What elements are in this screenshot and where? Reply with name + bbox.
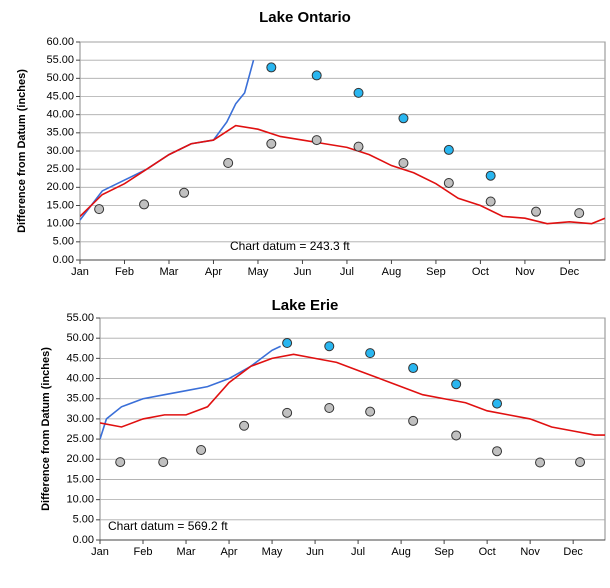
y-axis-label: Difference from Datum (inches)	[16, 69, 28, 233]
x-tick-label: Aug	[391, 546, 411, 558]
y-tick-label: 45.00	[46, 90, 74, 102]
y-tick-label: 45.00	[66, 352, 94, 364]
y-tick-label: 55.00	[46, 54, 74, 66]
x-tick-label: Aug	[382, 266, 402, 278]
x-tick-label: Dec	[560, 266, 580, 278]
data-point	[324, 341, 335, 352]
data-point	[266, 62, 277, 73]
data-point	[365, 348, 376, 359]
data-point	[398, 113, 409, 124]
data-point	[196, 444, 207, 455]
y-tick-label: 50.00	[66, 332, 94, 344]
data-point	[282, 407, 293, 418]
chart: Lake Erie Difference from Datum (inches) 0…	[40, 297, 606, 558]
x-tick-label: May	[262, 546, 283, 558]
annotation: Chart datum = 243.3 ft	[230, 239, 350, 253]
x-tick-label: Jun	[294, 266, 312, 278]
chart-title: Lake Erie	[272, 297, 339, 314]
y-tick-label: 10.00	[66, 494, 94, 506]
x-tick-label: Dec	[563, 546, 583, 558]
data-point	[531, 206, 542, 217]
x-tick-label: Nov	[515, 266, 535, 278]
y-tick-label: 35.00	[66, 393, 94, 405]
x-tick-label: Jul	[340, 266, 354, 278]
y-tick-label: 40.00	[66, 372, 94, 384]
data-point	[324, 403, 335, 414]
data-point	[408, 363, 419, 374]
data-point	[115, 457, 126, 468]
x-tick-label: Mar	[177, 546, 196, 558]
y-tick-label: 30.00	[46, 145, 74, 157]
x-tick-label: Jul	[351, 546, 365, 558]
data-point	[282, 338, 293, 349]
data-point	[158, 457, 169, 468]
data-point	[443, 177, 454, 188]
x-tick-label: Mar	[160, 266, 179, 278]
x-tick-label: Jun	[306, 546, 324, 558]
y-tick-label: 55.00	[66, 312, 94, 324]
y-tick-label: 40.00	[46, 109, 74, 121]
x-tick-label: May	[248, 266, 269, 278]
x-tick-label: Nov	[520, 546, 540, 558]
data-point	[408, 415, 419, 426]
data-point	[451, 379, 462, 390]
y-tick-label: 30.00	[66, 413, 94, 425]
x-tick-label: Feb	[115, 266, 134, 278]
data-point	[485, 196, 496, 207]
data-point	[239, 420, 250, 431]
x-tick-label: Jan	[71, 266, 89, 278]
data-point	[353, 141, 364, 152]
data-point	[575, 457, 586, 468]
data-point	[139, 199, 150, 210]
data-point	[451, 430, 462, 441]
data-point	[266, 138, 277, 149]
y-tick-label: 25.00	[66, 433, 94, 445]
data-point	[535, 457, 546, 468]
data-point	[311, 135, 322, 146]
data-point	[492, 398, 503, 409]
data-point	[94, 204, 105, 215]
y-tick-label: 50.00	[46, 72, 74, 84]
data-point	[353, 87, 364, 98]
data-point	[223, 157, 234, 168]
annotation: Chart datum = 569.2 ft	[108, 519, 228, 533]
y-tick-label: 25.00	[46, 163, 74, 175]
data-point	[492, 446, 503, 457]
data-point	[485, 170, 496, 181]
data-point	[365, 406, 376, 417]
y-tick-label: 5.00	[73, 514, 94, 526]
x-tick-label: Sep	[434, 546, 454, 558]
y-tick-label: 0.00	[53, 254, 74, 266]
data-point	[179, 187, 190, 198]
y-tick-label: 0.00	[73, 534, 94, 546]
y-tick-label: 15.00	[66, 473, 94, 485]
x-tick-label: Oct	[479, 546, 496, 558]
x-tick-label: Feb	[134, 546, 153, 558]
y-tick-label: 10.00	[46, 218, 74, 230]
data-point	[443, 144, 454, 155]
y-tick-label: 35.00	[46, 127, 74, 139]
data-point	[574, 208, 585, 219]
x-tick-label: Sep	[426, 266, 446, 278]
chart-title: Lake Ontario	[259, 9, 351, 26]
chart: Lake Ontario Difference from Datum (inche…	[16, 9, 606, 278]
y-tick-label: 60.00	[46, 36, 74, 48]
data-line	[100, 345, 282, 440]
data-point	[311, 70, 322, 81]
x-tick-label: Oct	[472, 266, 489, 278]
data-point	[398, 157, 409, 168]
x-tick-label: Apr	[220, 546, 237, 558]
y-axis-label: Difference from Datum (inches)	[40, 347, 52, 511]
y-tick-label: 20.00	[46, 181, 74, 193]
data-line	[100, 353, 605, 436]
y-tick-label: 20.00	[66, 453, 94, 465]
y-tick-label: 5.00	[53, 236, 74, 248]
x-tick-label: Apr	[205, 266, 222, 278]
y-tick-label: 15.00	[46, 199, 74, 211]
x-tick-label: Jan	[91, 546, 109, 558]
plot-area	[99, 317, 606, 541]
data-line	[80, 124, 605, 225]
